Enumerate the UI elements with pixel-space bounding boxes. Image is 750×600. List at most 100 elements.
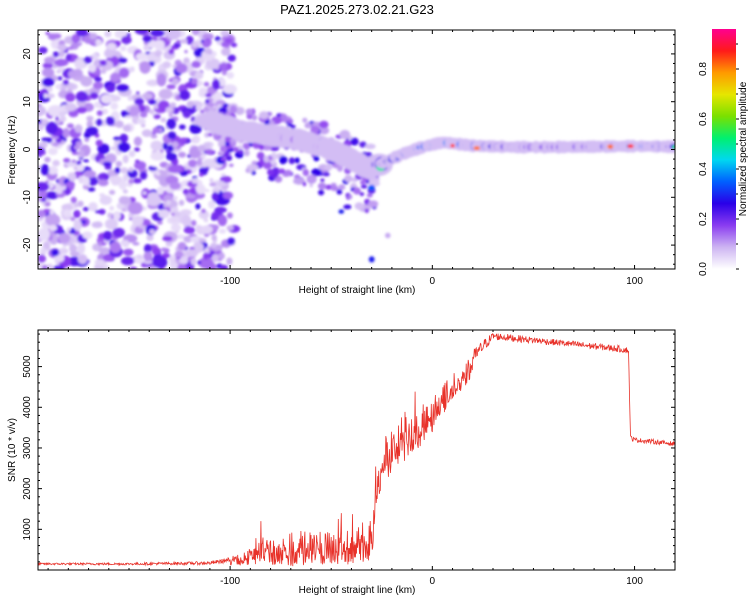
noise-cell (48, 147, 58, 156)
scatter-cell (325, 184, 333, 190)
noise-cell (196, 158, 203, 166)
scatter-cell (224, 135, 231, 144)
scatter-cell (319, 126, 330, 135)
scatter-cell (330, 185, 339, 192)
noise-cell (166, 84, 176, 90)
noise-cell (44, 156, 51, 163)
noise-cell (183, 235, 193, 243)
noise-cell (93, 101, 102, 109)
noise-cell (103, 48, 115, 58)
noise-cell (44, 191, 60, 200)
scatter-cell (350, 137, 359, 146)
noise-cell (122, 189, 128, 194)
noise-cell (195, 184, 206, 195)
noise-cell (45, 121, 58, 135)
noise-cell (191, 179, 198, 184)
spectrogram-y-label: Frequency (Hz) (7, 116, 18, 185)
noise-cell (136, 254, 143, 259)
noise-cell (167, 165, 183, 173)
noise-cell (144, 243, 152, 254)
noise-cell (82, 176, 90, 186)
noise-cell (170, 223, 182, 232)
noise-cell (214, 206, 227, 213)
isolated-cell (338, 209, 345, 214)
isolated-cell (343, 204, 352, 210)
scatter-cell (287, 119, 294, 124)
noise-cell (42, 62, 53, 69)
noise-cell (110, 102, 119, 110)
noise-cell (225, 155, 233, 161)
noise-cell (209, 182, 217, 187)
noise-cell (68, 70, 76, 79)
noise-cell (59, 116, 67, 122)
noise-cell (107, 212, 113, 219)
noise-cell (152, 127, 161, 134)
scatter-cell (302, 169, 309, 177)
noise-cell (38, 105, 47, 116)
noise-cell (172, 141, 179, 149)
noise-cell (170, 216, 178, 222)
noise-cell (146, 195, 162, 207)
noise-cell (109, 241, 122, 253)
noise-cell (47, 33, 58, 41)
noise-cell (55, 116, 59, 121)
scatter-cell (348, 194, 353, 200)
noise-cell (66, 181, 75, 189)
noise-cell (94, 76, 102, 82)
noise-cell (38, 191, 48, 198)
noise-cell (85, 126, 99, 136)
noise-cell (227, 54, 236, 62)
noise-cell (203, 233, 210, 237)
noise-cell (68, 109, 79, 118)
isolated-cell (318, 189, 325, 196)
noise-cell (100, 60, 107, 66)
colorbar-tick-label: 0.2 (698, 212, 709, 226)
noise-cell (128, 167, 134, 172)
noise-cell (109, 205, 115, 211)
noise-cell (100, 94, 113, 104)
noise-cell (202, 158, 217, 169)
noise-cell (195, 104, 203, 111)
noise-cell (68, 172, 77, 182)
noise-cell (132, 178, 142, 184)
noise-cell (41, 67, 55, 78)
noise-cell (150, 140, 163, 151)
scatter-cell (263, 155, 271, 163)
noise-cell (119, 133, 129, 143)
noise-cell (128, 150, 136, 158)
noise-cell (105, 116, 115, 126)
noise-cell (185, 35, 194, 45)
noise-cell (123, 248, 134, 256)
noise-cell (219, 228, 226, 234)
noise-cell (136, 118, 146, 125)
scatter-cell (306, 174, 317, 184)
noise-cell (65, 92, 76, 103)
noise-cell (75, 141, 83, 147)
noise-cell (43, 93, 48, 99)
noise-cell (212, 79, 221, 90)
noise-cell (197, 260, 202, 265)
scatter-cell (320, 178, 325, 182)
noise-cell (110, 146, 119, 151)
noise-cell (199, 172, 204, 177)
noise-cell (59, 82, 67, 92)
noise-cell (54, 253, 65, 263)
noise-cell (141, 92, 154, 100)
noise-cell (114, 167, 121, 174)
noise-cell (230, 42, 238, 48)
scatter-cell (270, 159, 276, 165)
isolated-cell (385, 232, 391, 239)
noise-cell (76, 160, 82, 165)
scatter-cell (337, 165, 343, 172)
x-tick-label: 100 (626, 576, 643, 587)
noise-cell (211, 234, 217, 242)
noise-cell (52, 142, 60, 147)
noise-cell (95, 118, 103, 126)
scatter-cell (302, 181, 307, 187)
scatter-cell (324, 164, 333, 171)
noise-cell (203, 252, 210, 260)
scatter-cell (256, 151, 265, 160)
scatter-cell (204, 143, 211, 148)
noise-cell (166, 30, 181, 40)
